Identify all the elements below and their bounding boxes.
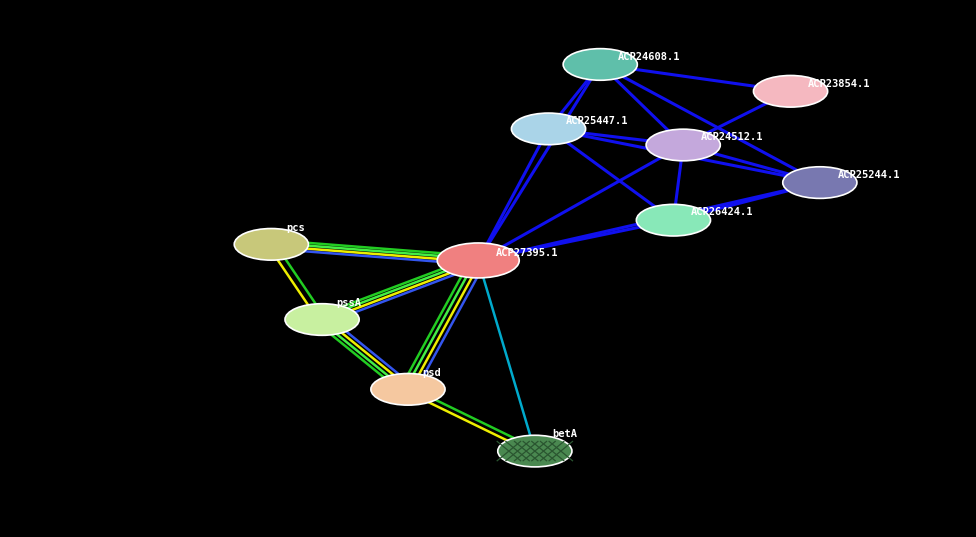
Text: ACP25447.1: ACP25447.1 [566, 116, 629, 126]
Text: betA: betA [552, 429, 578, 439]
Ellipse shape [636, 205, 711, 236]
Ellipse shape [371, 374, 445, 405]
Text: ACP27395.1: ACP27395.1 [496, 248, 558, 258]
Text: pcs: pcs [286, 222, 305, 233]
Ellipse shape [753, 76, 828, 107]
Ellipse shape [783, 167, 857, 198]
Ellipse shape [437, 243, 519, 278]
Text: ACP25244.1: ACP25244.1 [837, 170, 900, 180]
Ellipse shape [563, 49, 637, 80]
Text: ACP26424.1: ACP26424.1 [691, 207, 753, 217]
Text: ACP24608.1: ACP24608.1 [618, 52, 680, 62]
Ellipse shape [285, 304, 359, 335]
Text: ACP24512.1: ACP24512.1 [701, 132, 763, 142]
Ellipse shape [646, 129, 720, 161]
Ellipse shape [498, 436, 572, 467]
Ellipse shape [511, 113, 586, 144]
Ellipse shape [234, 229, 308, 260]
Text: pssA: pssA [337, 297, 362, 308]
Text: psd: psd [423, 367, 441, 378]
Text: ACP23854.1: ACP23854.1 [808, 78, 871, 89]
